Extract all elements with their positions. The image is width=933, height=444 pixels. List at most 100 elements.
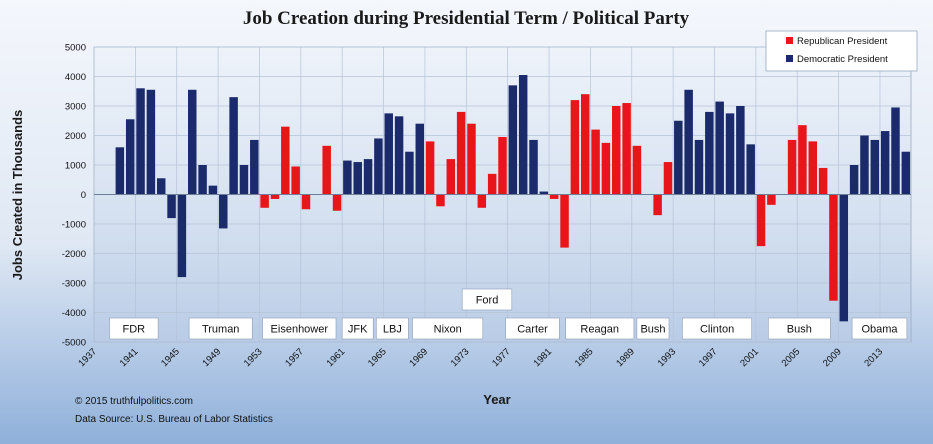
bar-2008 [829, 194, 838, 301]
x-tick-label: 1969 [407, 346, 430, 369]
bar-1984 [580, 94, 590, 195]
x-tick-label: 1957 [283, 346, 306, 369]
bar-2007 [818, 167, 828, 195]
x-tick-label: 1941 [118, 346, 141, 369]
x-axis-label: Year [483, 392, 510, 407]
bar-1947 [198, 165, 207, 195]
bar-1940 [125, 119, 135, 195]
president-box [375, 317, 409, 340]
bar-1966 [394, 116, 404, 195]
bar-1970 [436, 194, 445, 207]
president-labels: FDR Truman Eisenhower JFK LBJ Nixon Ford Carter… [109, 288, 908, 340]
bar-1980 [539, 191, 549, 195]
x-tick-labels: 1937 1941 1945 1949 1953 1957 1961 1965 1969 1973… [76, 346, 885, 369]
y-tick-label: 4000 [65, 72, 86, 83]
x-tick-label: 2013 [862, 346, 885, 369]
president-label: Carter [517, 324, 548, 336]
president-box [461, 288, 513, 311]
president-label: Obama [861, 324, 898, 336]
bar-1983 [570, 100, 580, 195]
x-tick-label: 1977 [490, 346, 513, 369]
y-tick-label: 1000 [65, 161, 86, 172]
president-label: Eisenhower [271, 324, 329, 336]
x-tick-label: 1985 [573, 346, 596, 369]
bar-1981 [549, 194, 559, 199]
x-tick-label: 1965 [366, 346, 389, 369]
bar-1942 [146, 89, 156, 195]
y-tick-label: 5000 [65, 43, 86, 54]
bar-1992 [663, 162, 673, 195]
bar-2001 [756, 194, 766, 247]
bar-1988 [622, 103, 631, 195]
president-box [851, 317, 908, 340]
y-tick-label: -3000 [62, 279, 86, 290]
bar-1952 [250, 139, 259, 195]
bars-group [115, 75, 911, 322]
y-tick-label: -2000 [62, 249, 86, 260]
president-label: Reagan [580, 324, 619, 336]
bar-1979 [529, 139, 538, 195]
chart-title: Job Creation during Presidential Term / … [243, 8, 690, 29]
x-tick-label: 1993 [656, 346, 679, 369]
president-box [565, 317, 635, 340]
bar-1973 [467, 123, 476, 195]
bar-1968 [415, 123, 425, 195]
bar-1986 [601, 142, 611, 195]
bar-2011 [860, 135, 869, 195]
bar-1951 [239, 165, 249, 195]
bar-2009 [839, 194, 849, 322]
x-tick-label: 1961 [325, 346, 348, 369]
bar-1953 [260, 194, 269, 208]
president-label: Truman [202, 324, 240, 336]
bar-2013 [880, 131, 890, 195]
bar-1969 [425, 141, 435, 195]
bar-1974 [477, 194, 487, 208]
president-label: Ford [476, 295, 499, 307]
bar-2000 [746, 144, 755, 195]
bar-1959 [322, 145, 331, 195]
legend-democratic-swatch [786, 55, 793, 62]
bar-1949 [219, 194, 228, 229]
y-tick-label: 2000 [65, 131, 86, 142]
bar-1987 [612, 106, 621, 195]
bar-1993 [674, 120, 683, 195]
bar-1999 [736, 106, 745, 195]
x-tick-label: 1945 [159, 346, 182, 369]
y-tick-label: 3000 [65, 102, 86, 113]
x-tick-label: 1937 [76, 346, 99, 369]
bar-1960 [332, 194, 342, 211]
y-tick-labels: 5000 4000 3000 2000 1000 0 -1000 -2000 -3000 -400… [62, 43, 86, 349]
bar-1989 [632, 145, 642, 195]
bar-1948 [208, 185, 218, 195]
president-box [682, 317, 753, 340]
bar-1965 [384, 113, 393, 195]
president-label: FDR [122, 324, 145, 336]
y-tick-label: -5000 [62, 338, 86, 349]
president-label: Bush [640, 324, 665, 336]
bar-1955 [281, 126, 290, 195]
president-label: Nixon [434, 324, 462, 336]
legend: Republican President Democratic Presiden… [765, 30, 918, 72]
president-box [505, 317, 560, 340]
bar-1982 [560, 194, 569, 248]
bar-1976 [498, 136, 507, 195]
bar-1978 [518, 75, 528, 195]
bar-2004 [787, 139, 797, 195]
bar-2012 [870, 139, 880, 195]
bar-1954 [270, 194, 280, 199]
data-source-text: Data Source: U.S. Bureau of Labor Statis… [75, 414, 273, 425]
president-label: Clinton [700, 324, 734, 336]
bar-1950 [229, 97, 238, 195]
bar-1962 [353, 162, 362, 195]
x-tick-label: 1997 [697, 346, 720, 369]
president-box [341, 317, 374, 340]
president-box [262, 317, 337, 340]
y-tick-label: -1000 [62, 220, 86, 231]
x-tick-label: 1989 [614, 346, 637, 369]
bar-1939 [115, 147, 125, 195]
bar-1975 [487, 173, 497, 195]
x-tick-label: 1973 [449, 346, 472, 369]
bar-1967 [405, 151, 414, 195]
bar-1972 [456, 111, 466, 195]
president-box [412, 317, 484, 340]
